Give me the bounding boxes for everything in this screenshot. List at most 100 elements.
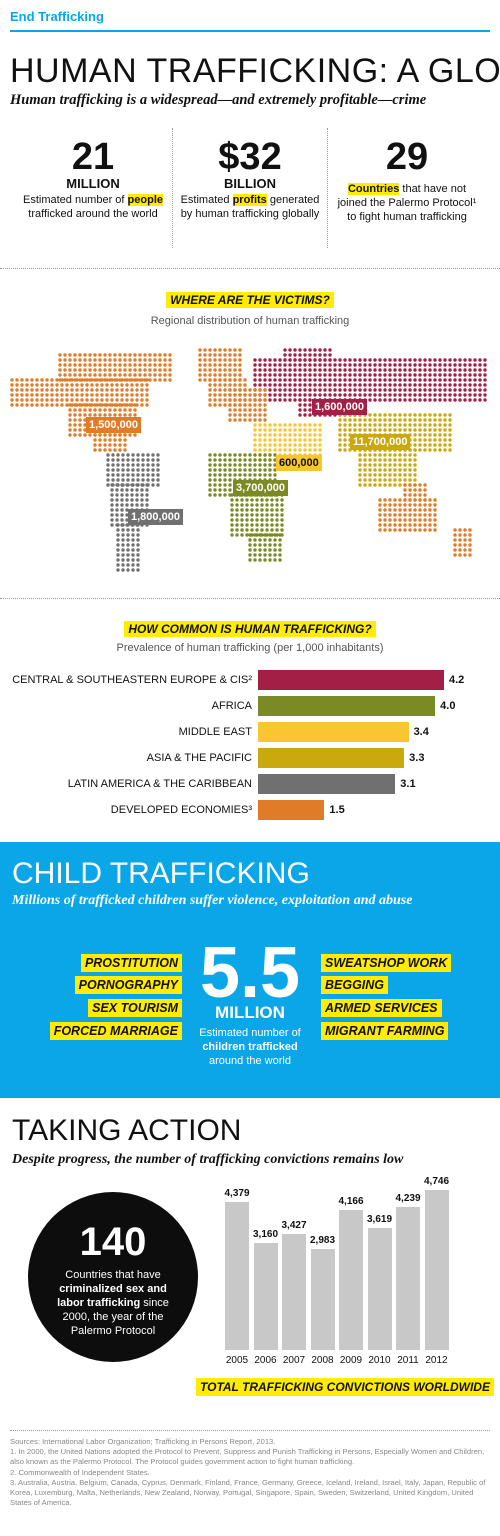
map-dot [116, 568, 120, 572]
map-dot [263, 468, 267, 472]
map-dot [20, 388, 24, 392]
map-dot [468, 388, 472, 392]
map-dot [413, 368, 417, 372]
map-dot [483, 378, 487, 382]
conviction-bar [253, 1243, 278, 1350]
map-dot [50, 378, 54, 382]
map-dot [73, 413, 77, 417]
map-dot [278, 433, 282, 437]
map-dot [105, 398, 109, 402]
map-dot [228, 368, 232, 372]
map-dot [218, 393, 222, 397]
map-dot [458, 528, 462, 532]
map-dot [308, 403, 312, 407]
map-dot [235, 503, 239, 507]
map-dot [428, 428, 432, 432]
map-dot [328, 378, 332, 382]
map-dot [151, 453, 155, 457]
map-dot [118, 353, 122, 357]
map-dot [15, 403, 19, 407]
map-dot [328, 388, 332, 392]
map-dot [473, 383, 477, 387]
map-dot [403, 518, 407, 522]
map-dot [228, 398, 232, 402]
map-dot [248, 418, 252, 422]
tag-prostitution: PROSTITUTION [80, 954, 182, 972]
map-dot [58, 368, 62, 372]
map-dot [213, 453, 217, 457]
map-dot [133, 353, 137, 357]
map-dot [126, 453, 130, 457]
map-dot [275, 528, 279, 532]
map-dot [383, 358, 387, 362]
map-dot [463, 398, 467, 402]
map-dot [50, 403, 54, 407]
map-dot [478, 368, 482, 372]
map-dot [313, 448, 317, 452]
map-dot [313, 438, 317, 442]
tag-begging: BEGGING [321, 976, 389, 994]
map-dot [433, 363, 437, 367]
map-dot [333, 358, 337, 362]
map-dot [270, 503, 274, 507]
map-dot [333, 373, 337, 377]
divider [327, 128, 328, 248]
map-dot [398, 373, 402, 377]
stat-desc: Countries that have not joined the Paler… [337, 183, 477, 223]
map-dot [238, 353, 242, 357]
map-dot [213, 463, 217, 467]
map-dot [25, 383, 29, 387]
map-dot [98, 378, 102, 382]
map-dot [458, 363, 462, 367]
map-dot [428, 508, 432, 512]
map-dot [468, 393, 472, 397]
map-dot [273, 553, 277, 557]
map-dot [65, 403, 69, 407]
map-dot [130, 483, 134, 487]
map-dot [318, 353, 322, 357]
map-dot [278, 443, 282, 447]
map-dot [55, 403, 59, 407]
map-dot [468, 368, 472, 372]
map-dot [198, 378, 202, 382]
map-dot [258, 468, 262, 472]
map-dot [116, 463, 120, 467]
map-dot [278, 423, 282, 427]
map-dot [268, 558, 272, 562]
map-dot [408, 453, 412, 457]
map-dot [230, 533, 234, 537]
map-dot [135, 503, 139, 507]
map-dot [245, 528, 249, 532]
map-dot [483, 373, 487, 377]
map-dot [75, 398, 79, 402]
map-dot [283, 438, 287, 442]
map-dot [83, 363, 87, 367]
map-dot [378, 378, 382, 382]
map-dot [313, 433, 317, 437]
map-dot [353, 423, 357, 427]
map-dot [413, 413, 417, 417]
map-dot [253, 393, 257, 397]
map-dot [113, 433, 117, 437]
map-dot [448, 413, 452, 417]
map-dot [238, 418, 242, 422]
map-dot [73, 378, 77, 382]
map-dot [423, 423, 427, 427]
map-dot [138, 368, 142, 372]
map-dot [131, 538, 135, 542]
map-dot [393, 518, 397, 522]
map-dot [413, 438, 417, 442]
prevalence-value: 3.4 [413, 726, 429, 738]
map-dot [121, 473, 125, 477]
map-dot [125, 498, 129, 502]
map-dot [270, 513, 274, 517]
map-dot [418, 418, 422, 422]
map-dot [338, 393, 342, 397]
map-dot [278, 398, 282, 402]
map-dot [115, 393, 119, 397]
map-dot [240, 518, 244, 522]
map-dot [93, 408, 97, 412]
map-dot [78, 363, 82, 367]
map-dot [413, 513, 417, 517]
map-dot [253, 468, 257, 472]
